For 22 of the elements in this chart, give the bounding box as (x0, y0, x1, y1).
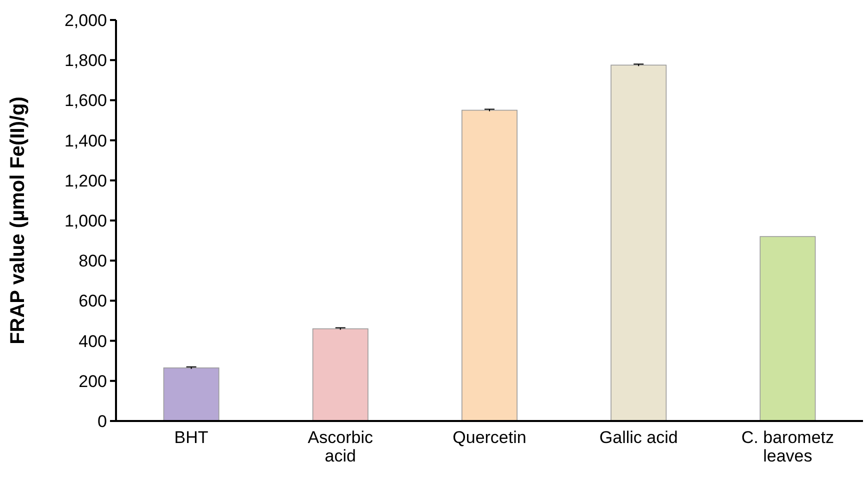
y-axis-title: FRAP value (µmol Fe(II)/g) (7, 96, 29, 344)
x-tick-label: C. barometz leaves (741, 428, 834, 466)
y-tick-label: 1,800 (64, 51, 107, 70)
x-tick-label: Gallic acid (599, 428, 678, 447)
bar (760, 236, 816, 422)
x-tick-label: Quercetin (452, 428, 526, 447)
y-tick-label: 0 (98, 412, 107, 431)
y-tick-label: 1,600 (64, 91, 107, 110)
y-tick-label: 200 (78, 372, 107, 391)
y-tick-label: 800 (78, 252, 107, 271)
bar (462, 110, 518, 422)
y-tick-label: 600 (78, 292, 107, 311)
y-tick-label: 2,000 (64, 10, 107, 30)
x-tick-label: BHT (174, 428, 208, 447)
bar (312, 328, 368, 422)
y-tick-label: 400 (78, 332, 107, 351)
y-tick-label: 1,200 (64, 171, 107, 190)
x-tick-label: Ascorbic acid (308, 428, 374, 466)
y-tick-label: 1,000 (64, 211, 107, 230)
y-tick-label: 1,400 (64, 131, 107, 150)
bar (163, 367, 220, 422)
bar (610, 64, 667, 422)
